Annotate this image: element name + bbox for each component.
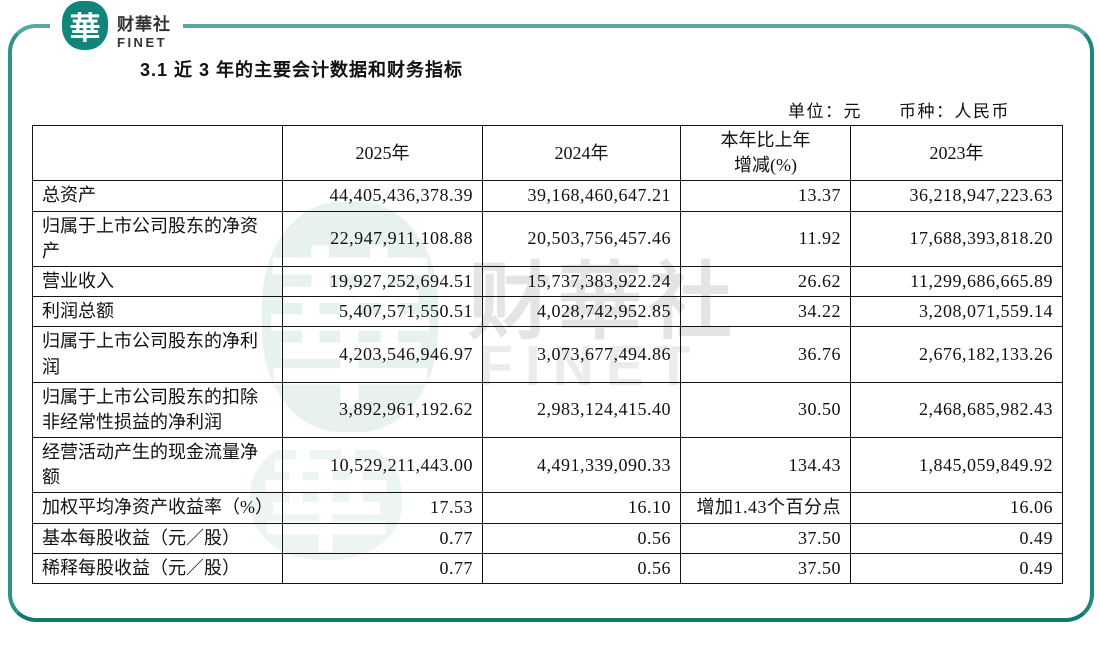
cell-y2024: 2,983,124,415.40 xyxy=(482,381,681,439)
cell-y2025: 4,203,546,946.97 xyxy=(282,326,483,383)
cell-y2024: 16.10 xyxy=(482,492,681,524)
row-label: 归属于上市公司股东的净利润 xyxy=(32,326,283,383)
row-label: 加权平均净资产收益率（%） xyxy=(32,492,283,524)
row-label: 经营活动产生的现金流量净额 xyxy=(32,437,283,494)
cell-change: 30.50 xyxy=(680,381,851,439)
table-row: 稀释每股收益（元／股） 0.77 0.56 37.50 0.49 xyxy=(32,552,1063,585)
table-row: 营业收入 19,927,252,694.51 15,737,383,922.24 26… xyxy=(32,265,1063,298)
cell-y2024: 4,028,742,952.85 xyxy=(482,296,681,328)
cell-y2025: 5,407,571,550.51 xyxy=(282,296,483,328)
cell-y2023: 16.06 xyxy=(850,492,1063,524)
cell-y2023: 36,218,947,223.63 xyxy=(850,180,1063,212)
cell-y2025: 10,529,211,443.00 xyxy=(282,437,483,494)
table-row: 总资产 44,405,436,378.39 39,168,460,647.21 13.… xyxy=(32,180,1063,212)
row-label: 归属于上市公司股东的扣除非经常性损益的净利润 xyxy=(32,381,283,439)
seal-char: 華 xyxy=(69,10,101,46)
cell-y2025: 44,405,436,378.39 xyxy=(282,180,483,212)
table-row: 经营活动产生的现金流量净额 10,529,211,443.00 4,491,339,… xyxy=(32,437,1063,494)
header-2024: 2024年 xyxy=(482,124,681,182)
cell-change: 134.43 xyxy=(680,437,851,494)
cell-y2025: 3,892,961,192.62 xyxy=(282,381,483,439)
table-body: 总资产 44,405,436,378.39 39,168,460,647.21 13.… xyxy=(32,180,1063,585)
cell-y2023: 2,468,685,982.43 xyxy=(850,381,1063,439)
cell-y2024: 15,737,383,922.24 xyxy=(482,265,681,298)
cell-y2024: 3,073,677,494.86 xyxy=(482,326,681,383)
finet-seal-icon: 華 xyxy=(62,0,108,50)
row-label: 利润总额 xyxy=(32,296,283,328)
cell-y2025: 0.77 xyxy=(282,522,483,554)
table-row: 归属于上市公司股东的净利润 4,203,546,946.97 3,073,677,4… xyxy=(32,326,1063,383)
row-label: 营业收入 xyxy=(32,265,283,298)
brand-name-cn: 财華社 xyxy=(117,15,171,34)
cell-y2023: 0.49 xyxy=(850,522,1063,554)
cell-y2024: 20,503,756,457.46 xyxy=(482,210,681,267)
cell-change: 37.50 xyxy=(680,522,851,554)
cell-y2023: 1,845,059,849.92 xyxy=(850,437,1063,494)
table-row: 归属于上市公司股东的扣除非经常性损益的净利润 3,892,961,192.62 2,… xyxy=(32,381,1063,439)
header-2025: 2025年 xyxy=(282,124,483,182)
cell-change: 34.22 xyxy=(680,296,851,328)
finet-logo: 華 财華社 FINET xyxy=(50,0,183,52)
row-label: 归属于上市公司股东的净资产 xyxy=(32,210,283,267)
cell-y2024: 39,168,460,647.21 xyxy=(482,180,681,212)
header-metric xyxy=(32,124,283,182)
cell-change: 11.92 xyxy=(680,210,851,267)
table-header: 2025年 2024年 本年比上年 增减(%) 2023年 xyxy=(32,124,1063,182)
financial-indicators-table: 2025年 2024年 本年比上年 增减(%) 2023年 总资产 44,405,… xyxy=(32,124,1063,585)
table-row: 归属于上市公司股东的净资产 22,947,911,108.88 20,503,756… xyxy=(32,210,1063,267)
cell-y2024: 4,491,339,090.33 xyxy=(482,437,681,494)
cell-y2024: 0.56 xyxy=(482,522,681,554)
section-title: 3.1 近 3 年的主要会计数据和财务指标 xyxy=(140,60,464,80)
header-2023: 2023年 xyxy=(850,124,1063,182)
cell-change: 26.62 xyxy=(680,265,851,298)
cell-y2023: 0.49 xyxy=(850,552,1063,585)
cell-change: 13.37 xyxy=(680,180,851,212)
cell-y2023: 17,688,393,818.20 xyxy=(850,210,1063,267)
header-change: 本年比上年 增减(%) xyxy=(680,124,851,182)
table-row: 利润总额 5,407,571,550.51 4,028,742,952.85 34.2… xyxy=(32,296,1063,328)
brand-text: 财華社 FINET xyxy=(117,0,171,50)
cell-y2023: 3,208,071,559.14 xyxy=(850,296,1063,328)
row-label: 稀释每股收益（元／股） xyxy=(32,552,283,585)
brand-name-en: FINET xyxy=(117,35,168,50)
table-row: 基本每股收益（元／股） 0.77 0.56 37.50 0.49 xyxy=(32,522,1063,554)
table-row: 加权平均净资产收益率（%） 17.53 16.10 增加1.43个百分点 16.06 xyxy=(32,492,1063,524)
cell-y2023: 11,299,686,665.89 xyxy=(850,265,1063,298)
cell-y2025: 17.53 xyxy=(282,492,483,524)
header-row: 2025年 2024年 本年比上年 增减(%) 2023年 xyxy=(32,124,1063,182)
cell-y2024: 0.56 xyxy=(482,552,681,585)
cell-change: 增加1.43个百分点 xyxy=(680,492,851,524)
row-label: 总资产 xyxy=(32,180,283,212)
cell-change: 36.76 xyxy=(680,326,851,383)
row-label: 基本每股收益（元／股） xyxy=(32,522,283,554)
cell-y2025: 19,927,252,694.51 xyxy=(282,265,483,298)
cell-y2025: 22,947,911,108.88 xyxy=(282,210,483,267)
cell-y2025: 0.77 xyxy=(282,552,483,585)
unit-currency-note: 单位：元 币种：人民币 xyxy=(788,102,1010,121)
cell-y2023: 2,676,182,133.26 xyxy=(850,326,1063,383)
cell-change: 37.50 xyxy=(680,552,851,585)
